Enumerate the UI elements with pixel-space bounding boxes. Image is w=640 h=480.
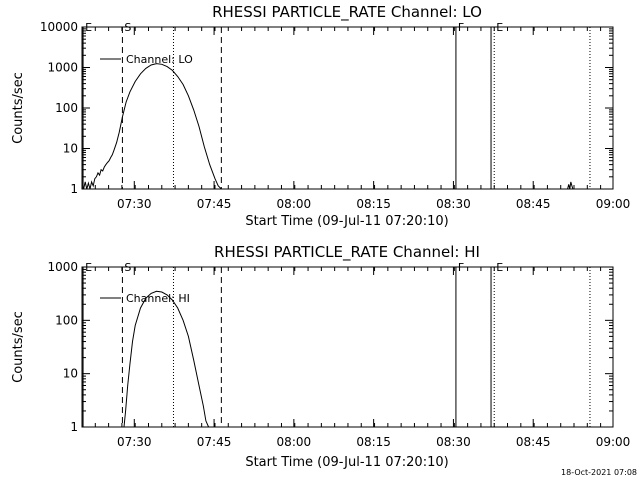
x-tick-label: 08:45 [516,435,551,449]
y-tick-label: 10 [63,367,78,381]
y-tick-label: 10 [63,142,78,156]
x-tick-label: 08:15 [356,435,391,449]
x-tick-label: 07:45 [197,197,232,211]
x-tick-label: 08:45 [516,197,551,211]
chart-title: RHESSI PARTICLE_RATE Channel: LO [212,3,482,22]
x-tick-label: 09:00 [596,435,631,449]
x-tick-label: 08:00 [277,435,312,449]
y-tick-label: 1 [70,420,78,434]
x-tick-label: 07:45 [197,435,232,449]
y-axis-label: Counts/sec [11,72,26,144]
y-tick-label: 1000 [47,61,78,75]
x-tick-label: 08:00 [277,197,312,211]
y-tick-label: 100 [55,313,78,327]
chart-panel-lo: RHESSI PARTICLE_RATE Channel: LO Start T… [11,3,630,229]
series-line-1 [567,181,574,190]
plot-frame [81,26,614,190]
legend-label: Channel: LO [126,53,193,66]
axis-ticks: 07:30 07:45 08:00 08:15 08:30 08:45 09:00 1 10 10… [47,260,630,449]
series-line-0 [123,290,210,428]
y-tick-label: 1000 [47,260,78,274]
date-stamp: 18-Oct-2021 07:08 [561,468,637,477]
marker-label: S [124,21,131,34]
y-tick-label: 100 [55,101,78,115]
y-tick-label: 10000 [40,20,78,34]
legend-label: Channel: HI [126,292,190,305]
x-tick-label: 07:30 [117,197,152,211]
y-tick-label: 1 [70,182,78,196]
x-tick-label: 08:15 [356,197,391,211]
series-layer [83,63,574,190]
axis-ticks: 07:30 07:45 08:00 08:15 08:30 08:45 09:00 1 10 10… [40,20,630,211]
marker-label: E [85,21,92,34]
marker-label: E [496,21,503,34]
marker-label: E [85,261,92,274]
x-tick-label: 09:00 [596,197,631,211]
series-layer [123,290,210,428]
x-axis-label: Start Time (09-Jul-11 07:20:10) [245,455,448,470]
marker-label: S [124,261,131,274]
marker-label: F [458,21,464,34]
series-line-0 [83,63,222,190]
x-tick-label: 07:30 [117,435,152,449]
plot-frame [81,266,614,428]
x-tick-label: 08:30 [436,197,471,211]
x-tick-label: 08:30 [436,435,471,449]
y-axis-label: Counts/sec [11,311,26,383]
marker-label: E [496,261,503,274]
x-axis-label: Start Time (09-Jul-11 07:20:10) [245,214,448,229]
marker-label: F [458,261,464,274]
chart-title: RHESSI PARTICLE_RATE Channel: HI [214,243,480,262]
chart-panel-hi: RHESSI PARTICLE_RATE Channel: HI Start T… [11,243,630,470]
